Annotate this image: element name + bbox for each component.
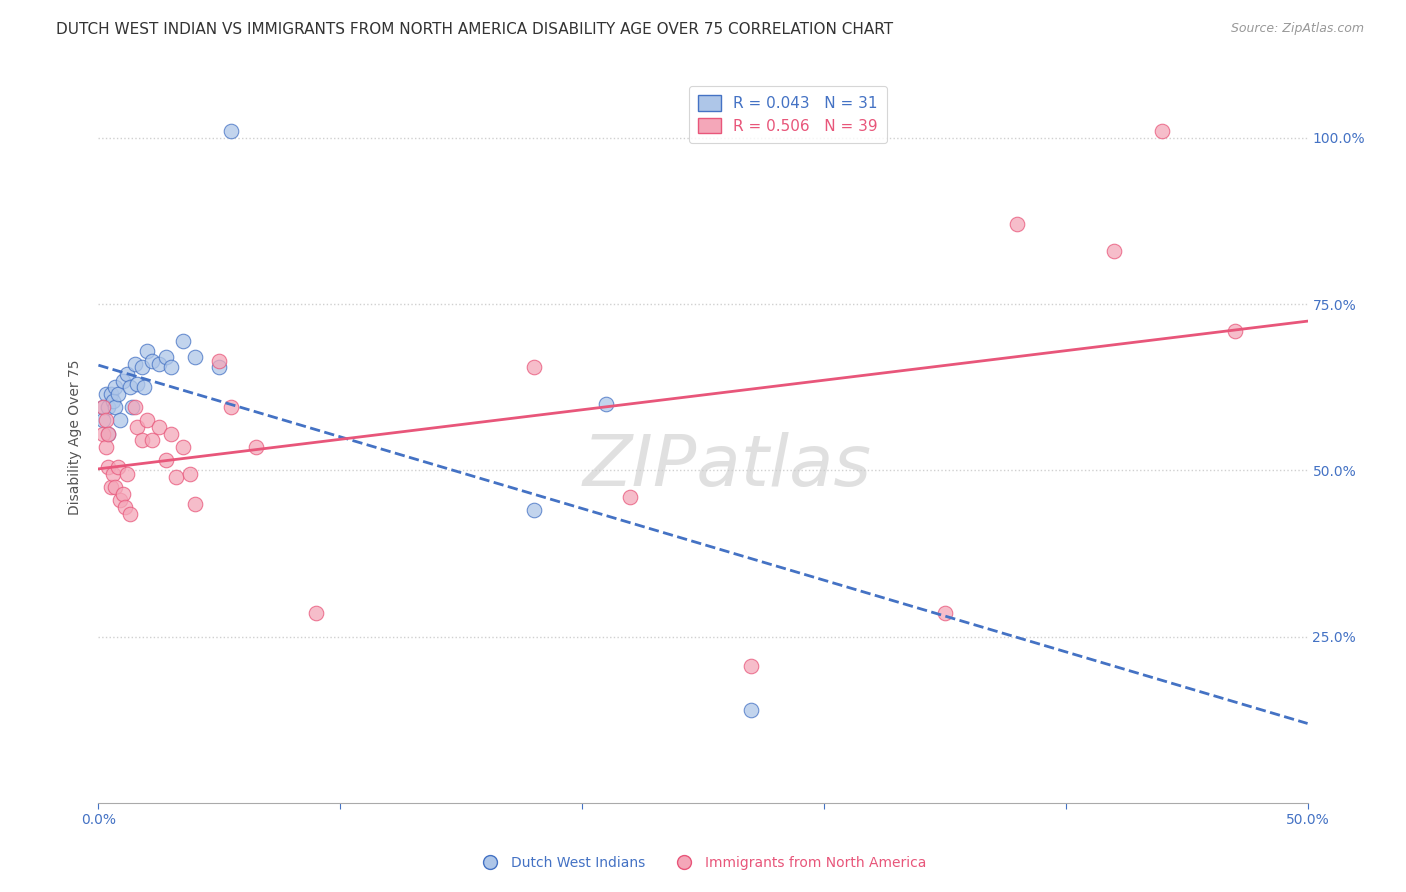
Point bbox=[619, 490, 641, 504]
Point bbox=[141, 353, 163, 368]
Point bbox=[118, 380, 141, 394]
Legend: R = 0.043   N = 31, R = 0.506   N = 39: R = 0.043 N = 31, R = 0.506 N = 39 bbox=[689, 87, 887, 143]
Point bbox=[111, 374, 134, 388]
Point bbox=[208, 360, 231, 375]
Point bbox=[740, 703, 762, 717]
Point bbox=[221, 124, 243, 138]
Text: Source: ZipAtlas.com: Source: ZipAtlas.com bbox=[1230, 22, 1364, 36]
Point bbox=[740, 659, 762, 673]
Legend: Dutch West Indians, Immigrants from North America: Dutch West Indians, Immigrants from Nort… bbox=[474, 850, 932, 876]
Point bbox=[523, 360, 546, 375]
Point bbox=[91, 413, 114, 427]
Point bbox=[135, 343, 157, 358]
Point bbox=[108, 493, 131, 508]
Point bbox=[148, 420, 170, 434]
Point bbox=[148, 357, 170, 371]
Point bbox=[94, 440, 117, 454]
Text: DUTCH WEST INDIAN VS IMMIGRANTS FROM NORTH AMERICA DISABILITY AGE OVER 75 CORREL: DUTCH WEST INDIAN VS IMMIGRANTS FROM NOR… bbox=[56, 22, 893, 37]
Point bbox=[114, 500, 136, 514]
Point bbox=[165, 470, 187, 484]
Point bbox=[523, 503, 546, 517]
Point bbox=[131, 434, 153, 448]
Point bbox=[124, 400, 146, 414]
Point bbox=[100, 480, 122, 494]
Point bbox=[111, 486, 134, 500]
Point bbox=[108, 413, 131, 427]
Point bbox=[100, 387, 122, 401]
Point bbox=[117, 467, 139, 481]
Point bbox=[124, 357, 146, 371]
Point bbox=[107, 460, 129, 475]
Point bbox=[595, 397, 617, 411]
Point bbox=[305, 607, 328, 621]
Point bbox=[118, 507, 141, 521]
Point bbox=[127, 420, 149, 434]
Point bbox=[121, 400, 143, 414]
Point bbox=[184, 351, 207, 365]
Point bbox=[101, 393, 124, 408]
Point bbox=[172, 334, 194, 348]
Point bbox=[131, 360, 153, 375]
Point bbox=[221, 400, 243, 414]
Point bbox=[107, 387, 129, 401]
Point bbox=[97, 460, 120, 475]
Point bbox=[160, 360, 183, 375]
Point bbox=[91, 400, 114, 414]
Point bbox=[104, 400, 127, 414]
Point bbox=[134, 380, 156, 394]
Text: ZIPatlas: ZIPatlas bbox=[582, 432, 872, 500]
Point bbox=[208, 353, 231, 368]
Point bbox=[94, 387, 117, 401]
Point bbox=[155, 453, 177, 467]
Point bbox=[179, 467, 201, 481]
Point bbox=[104, 380, 127, 394]
Point bbox=[155, 351, 177, 365]
Point bbox=[91, 426, 114, 441]
Point bbox=[1223, 324, 1246, 338]
Point bbox=[97, 426, 120, 441]
Point bbox=[91, 400, 114, 414]
Point bbox=[160, 426, 183, 441]
Point bbox=[245, 440, 267, 454]
Point bbox=[141, 434, 163, 448]
Point bbox=[97, 400, 120, 414]
Point bbox=[97, 426, 120, 441]
Point bbox=[184, 497, 207, 511]
Point bbox=[172, 440, 194, 454]
Point bbox=[94, 413, 117, 427]
Point bbox=[1102, 244, 1125, 258]
Point bbox=[101, 467, 124, 481]
Point bbox=[127, 376, 149, 391]
Point bbox=[135, 413, 157, 427]
Y-axis label: Disability Age Over 75: Disability Age Over 75 bbox=[69, 359, 83, 515]
Point bbox=[1007, 217, 1029, 231]
Point bbox=[104, 480, 127, 494]
Point bbox=[934, 607, 956, 621]
Point bbox=[1152, 124, 1174, 138]
Point bbox=[117, 367, 139, 381]
